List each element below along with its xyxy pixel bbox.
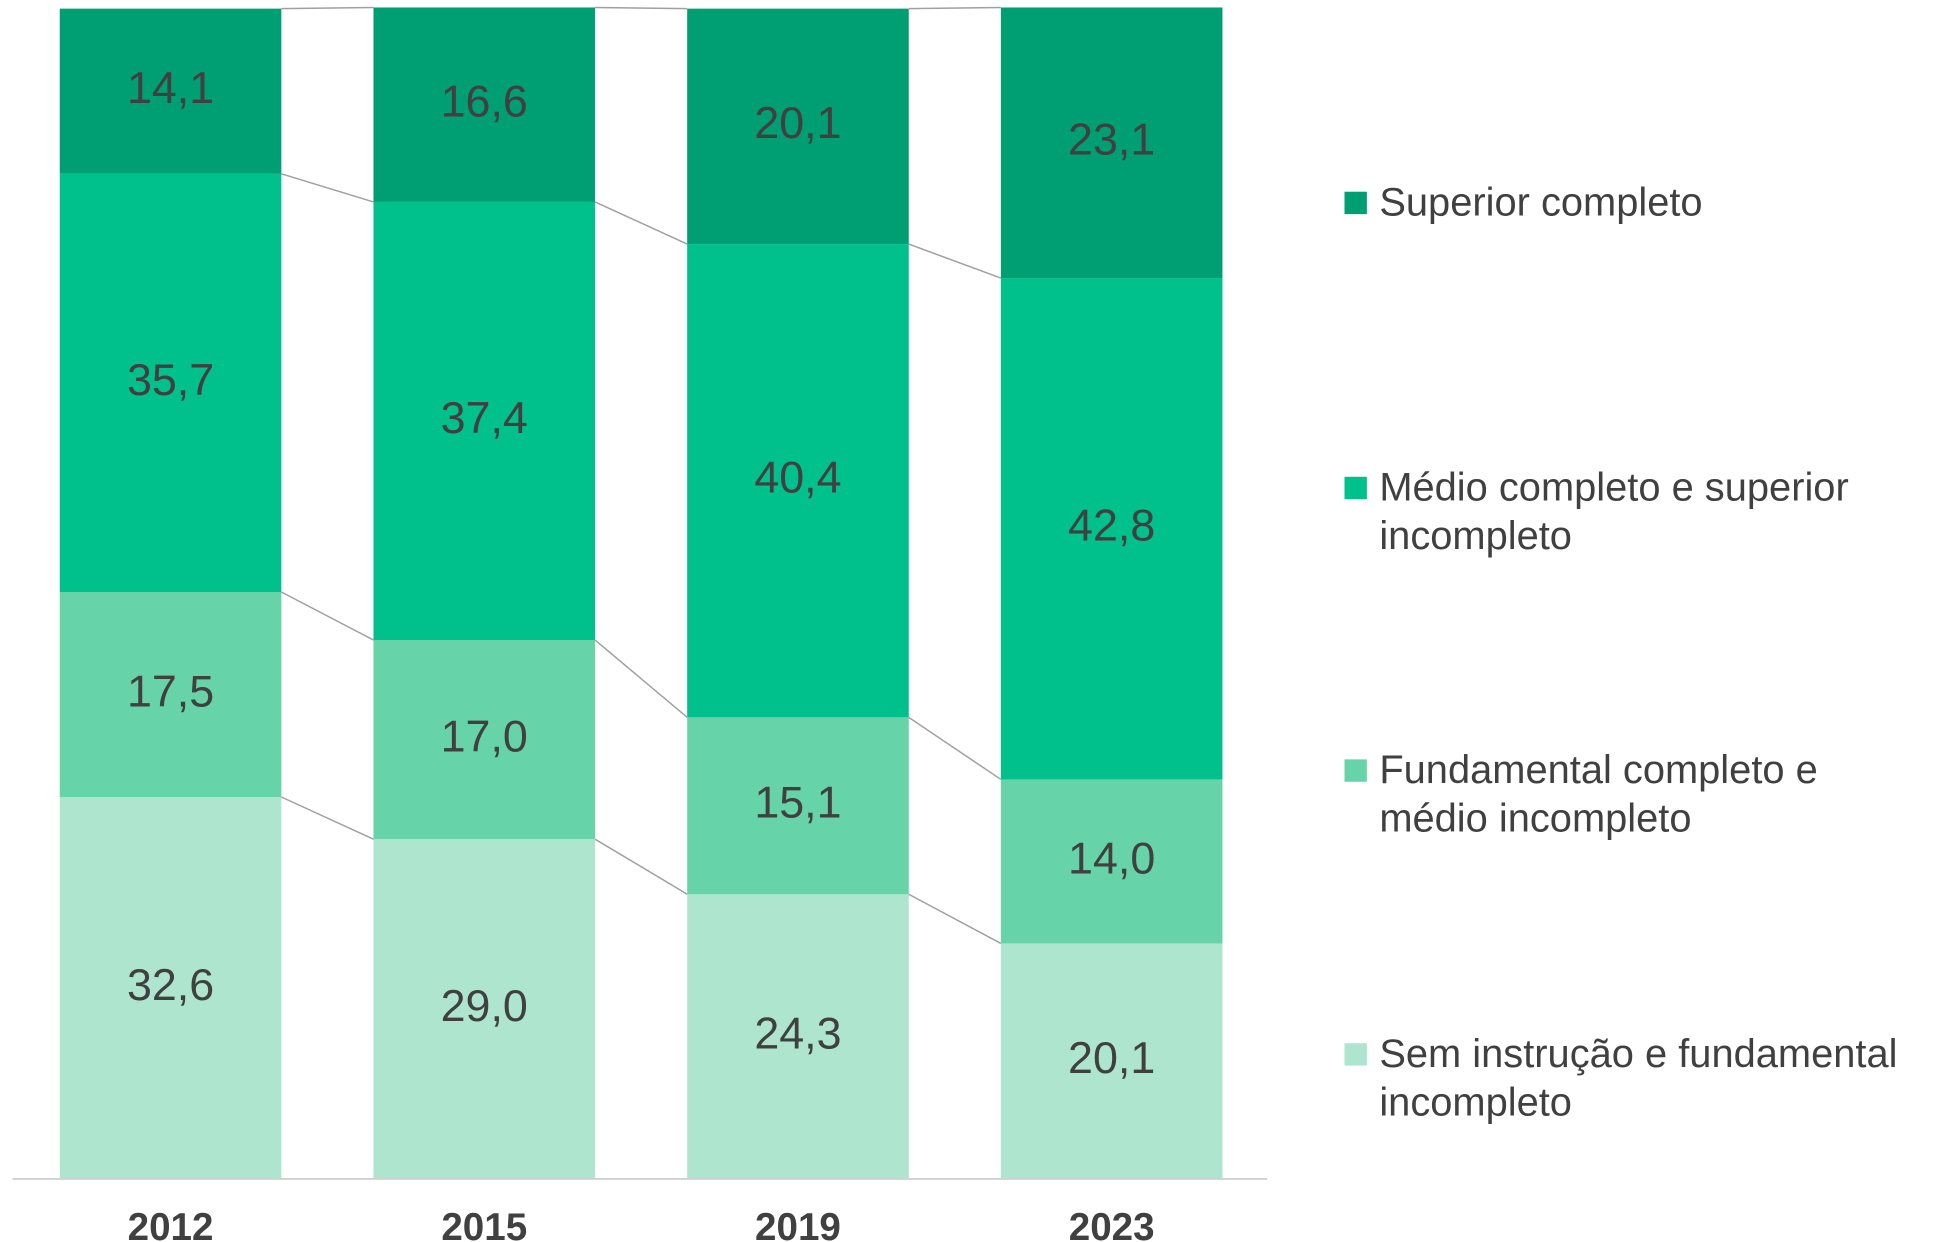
bar-segment — [59, 173, 282, 593]
data-label: 15,1 — [754, 778, 841, 828]
connector-line — [595, 6, 688, 10]
legend-label: Médio completo e superior incompleto — [1379, 464, 1849, 558]
bar-segment — [1000, 278, 1223, 780]
legend-item: Sem instrução e fundamental incompleto — [1344, 1030, 1929, 1127]
x-tick-label: 2012 — [128, 1206, 214, 1242]
legend-label: Sem instrução e fundamental incompleto — [1379, 1030, 1898, 1125]
connector-line — [908, 243, 1002, 279]
connector-line — [908, 716, 1002, 781]
x-tick-label: 2019 — [755, 1206, 841, 1242]
data-label: 16,6 — [441, 77, 528, 127]
bar-segment — [687, 244, 909, 718]
data-label: 17,0 — [441, 711, 528, 761]
bar-segment — [373, 201, 596, 641]
bar-segment — [687, 894, 909, 1179]
legend-item: Superior completo — [1344, 178, 1929, 227]
data-label: 20,1 — [1068, 1033, 1155, 1083]
connector-line — [281, 796, 374, 840]
connector-line — [594, 838, 688, 895]
data-label: 24,3 — [754, 1008, 841, 1058]
connector-line — [281, 6, 374, 10]
x-tick-label: 2023 — [1069, 1206, 1155, 1242]
connector-line — [594, 201, 688, 245]
bar-segment — [59, 8, 282, 174]
bar-segment — [687, 8, 909, 245]
connector-line — [908, 6, 1001, 10]
legend-item: Fundamental completo e médio incompleto — [1344, 746, 1929, 843]
connector-line — [594, 639, 688, 718]
bar-segment — [1000, 7, 1223, 279]
data-label: 37,4 — [441, 393, 528, 443]
connector-line — [281, 173, 374, 203]
legend-swatch — [1344, 1043, 1367, 1066]
bar-segment — [1000, 943, 1223, 1179]
legend-label: Fundamental completo e médio incompleto — [1379, 746, 1818, 841]
x-tick-label: 2015 — [441, 1206, 527, 1242]
data-label: 40,4 — [754, 453, 841, 503]
bar-segment — [373, 839, 596, 1179]
legend-swatch — [1344, 191, 1367, 215]
data-label: 29,0 — [441, 981, 528, 1031]
bar-segment — [59, 797, 282, 1179]
legend-swatch — [1344, 759, 1367, 782]
data-label: 35,7 — [127, 355, 214, 405]
data-label: 42,8 — [1068, 501, 1155, 551]
data-label: 14,0 — [1068, 833, 1155, 883]
data-label: 14,1 — [127, 63, 214, 113]
bar-segment — [373, 7, 596, 202]
data-label: 17,5 — [127, 666, 214, 716]
data-label: 20,1 — [754, 98, 841, 148]
bar-segment — [59, 592, 282, 798]
connector-line — [908, 893, 1002, 945]
bar-segment — [373, 640, 596, 840]
data-label: 32,6 — [127, 960, 214, 1010]
legend-label: Superior completo — [1379, 179, 1703, 225]
legend-item: Médio completo e superior incompleto — [1344, 463, 1929, 560]
bar-segment — [1000, 779, 1223, 944]
legend: Superior completo Médio completo e superi… — [1344, 178, 1929, 1127]
connector-line — [281, 591, 374, 641]
data-label: 23,1 — [1068, 115, 1155, 165]
bar-segment — [687, 717, 909, 895]
legend-swatch — [1344, 476, 1367, 500]
